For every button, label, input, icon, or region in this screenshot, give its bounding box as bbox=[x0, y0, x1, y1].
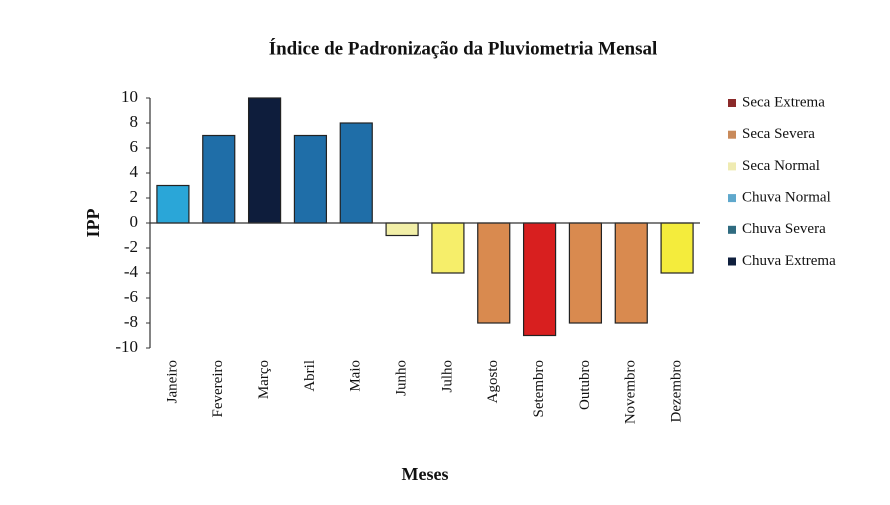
y-tick-label: 0 bbox=[130, 212, 139, 231]
bar bbox=[614, 222, 648, 324]
x-tick-label: Novembro bbox=[623, 360, 639, 424]
legend-label: Seca Severa bbox=[742, 126, 815, 142]
bar bbox=[156, 184, 190, 224]
y-tick-label: 6 bbox=[130, 137, 139, 156]
y-tick-label: -8 bbox=[124, 312, 138, 331]
legend-swatch bbox=[728, 194, 736, 203]
x-tick-label: Junho bbox=[394, 360, 410, 396]
bar bbox=[202, 134, 236, 224]
x-tick-label: Outubro bbox=[577, 360, 593, 410]
x-tick-label: Dezembro bbox=[669, 360, 685, 422]
y-axis-label: IPP bbox=[83, 209, 103, 238]
bar bbox=[568, 222, 603, 324]
x-tick-label: Agosto bbox=[485, 360, 501, 403]
legend-swatch bbox=[728, 99, 736, 107]
bar bbox=[339, 122, 373, 224]
x-tick-label: Julho bbox=[439, 360, 455, 393]
legend-swatch bbox=[728, 162, 736, 171]
bar bbox=[477, 222, 511, 324]
bar bbox=[385, 222, 419, 237]
chart-title: Índice de Padronização da Pluviometria M… bbox=[269, 37, 658, 59]
y-tick-label: 8 bbox=[130, 112, 139, 131]
y-tick-label: -4 bbox=[124, 262, 139, 281]
legend-label: Seca Extrema bbox=[742, 94, 825, 110]
legend-swatch bbox=[728, 257, 736, 266]
y-tick-label: -10 bbox=[115, 337, 138, 356]
x-tick-label: Abril bbox=[302, 360, 318, 392]
x-axis-label: Meses bbox=[402, 464, 449, 484]
y-tick-label: -2 bbox=[124, 237, 138, 256]
y-tick-label: -6 bbox=[124, 287, 138, 306]
x-tick-label: Maio bbox=[348, 360, 364, 392]
x-tick-label: Fevereiro bbox=[210, 360, 226, 417]
y-tick-label: 2 bbox=[130, 187, 139, 206]
y-tick-label: 10 bbox=[121, 87, 138, 106]
legend-label: Chuva Severa bbox=[742, 221, 826, 237]
x-tick-label: Março bbox=[256, 360, 272, 399]
bar bbox=[293, 134, 328, 224]
x-tick-label: Janeiro bbox=[164, 360, 180, 403]
x-tick-label: Setembro bbox=[531, 360, 547, 418]
y-tick-label: 4 bbox=[130, 162, 139, 181]
bar bbox=[431, 222, 465, 274]
bar bbox=[247, 97, 282, 224]
legend-label: Chuva Extrema bbox=[742, 253, 836, 269]
legend-label: Chuva Normal bbox=[742, 190, 831, 206]
bar bbox=[522, 222, 557, 337]
legend-swatch bbox=[728, 225, 736, 234]
bar bbox=[660, 222, 694, 274]
legend-swatch bbox=[728, 130, 736, 139]
legend-label: Seca Normal bbox=[742, 158, 820, 174]
